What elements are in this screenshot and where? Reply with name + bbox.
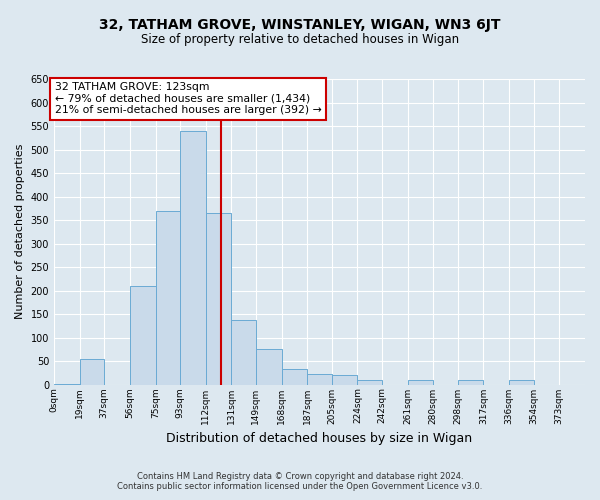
Bar [155, 210, 180, 384]
Bar [232, 320, 256, 384]
Bar [130, 286, 155, 384]
Text: Size of property relative to detached houses in Wigan: Size of property relative to detached ho… [141, 32, 459, 46]
X-axis label: Distribution of detached houses by size in Wigan: Distribution of detached houses by size … [166, 432, 473, 445]
Text: Contains HM Land Registry data © Crown copyright and database right 2024.: Contains HM Land Registry data © Crown c… [137, 472, 463, 481]
Text: Contains public sector information licensed under the Open Government Licence v3: Contains public sector information licen… [118, 482, 482, 491]
Bar [206, 213, 232, 384]
Text: 32 TATHAM GROVE: 123sqm
← 79% of detached houses are smaller (1,434)
21% of semi: 32 TATHAM GROVE: 123sqm ← 79% of detache… [55, 82, 322, 116]
Bar [281, 370, 307, 384]
Bar [407, 380, 433, 384]
Y-axis label: Number of detached properties: Number of detached properties [15, 144, 25, 320]
Bar [307, 374, 332, 384]
Bar [358, 380, 382, 384]
Bar [180, 130, 206, 384]
Bar [458, 380, 484, 384]
Bar [332, 375, 358, 384]
Bar [256, 350, 281, 384]
Bar [509, 380, 533, 384]
Bar [80, 358, 104, 384]
Text: 32, TATHAM GROVE, WINSTANLEY, WIGAN, WN3 6JT: 32, TATHAM GROVE, WINSTANLEY, WIGAN, WN3… [99, 18, 501, 32]
